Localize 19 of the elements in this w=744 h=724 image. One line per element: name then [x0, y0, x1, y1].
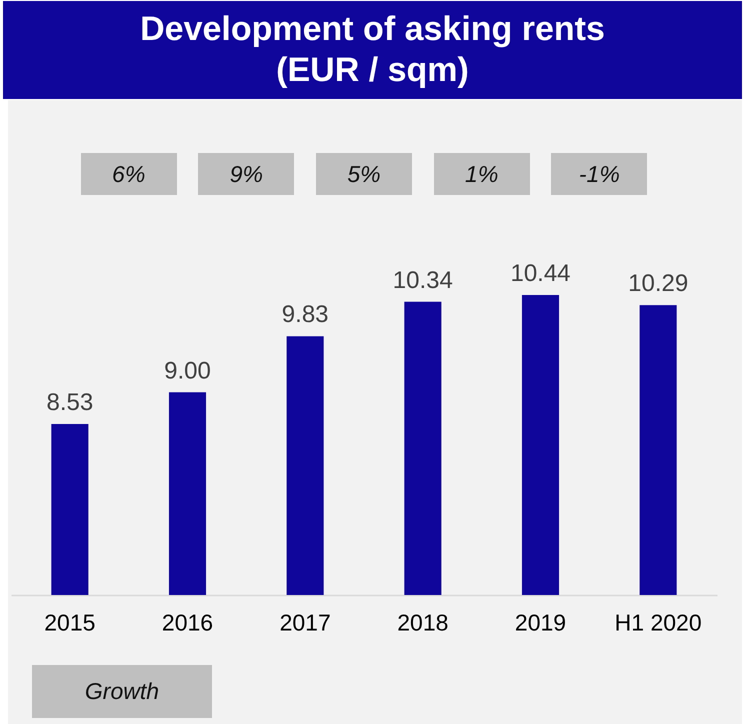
data-label: 9.00 [164, 357, 211, 384]
data-label: 9.83 [282, 301, 329, 328]
x-tick-label: 2015 [44, 610, 96, 636]
data-label: 8.53 [46, 389, 94, 416]
x-tick-label: 2017 [280, 610, 331, 636]
text: 1% [434, 153, 530, 195]
data-label: 10.34 [392, 266, 453, 294]
data-label: 10.44 [510, 260, 571, 287]
x-tick-label: H1 2020 [614, 610, 702, 636]
text: -1% [551, 153, 648, 195]
chart-title: Development of asking rents (EUR / sqm) [139, 9, 606, 91]
x-tick-label: 2016 [162, 610, 214, 636]
text: 6% [80, 153, 177, 195]
text: Growth [32, 665, 212, 718]
text: 9% [198, 153, 294, 195]
x-tick-label: 2019 [514, 610, 566, 636]
data-label: 10.29 [628, 270, 688, 298]
text: 5% [316, 153, 412, 195]
x-tick-label: 2018 [397, 610, 448, 636]
